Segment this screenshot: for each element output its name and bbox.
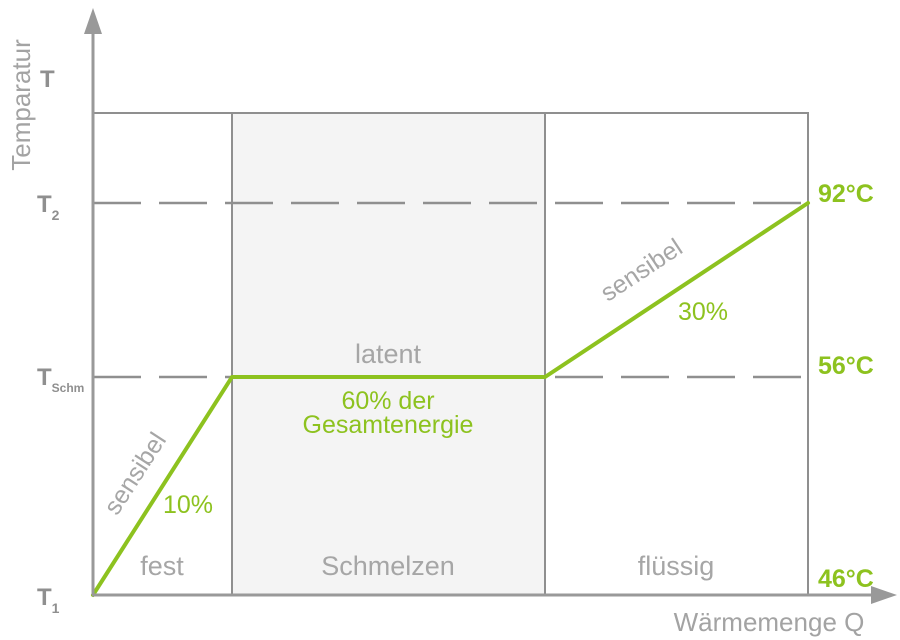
x-axis-arrow-icon — [871, 586, 897, 604]
region-label-fest: fest — [140, 551, 184, 581]
tick-t2-sub: 2 — [52, 207, 60, 223]
temp-label-92: 92°C — [818, 180, 874, 208]
y-axis-title: Temparatur — [6, 39, 36, 171]
tick-t2-main: T — [37, 191, 52, 218]
tick-tschm-sub: Schm — [52, 381, 85, 395]
sensibel-label-1: sensibel — [99, 428, 172, 520]
latent-label: latent — [355, 339, 422, 369]
tick-t-main: T — [40, 66, 55, 93]
share-label-10: 10% — [163, 491, 213, 519]
temp-label-56: 56°C — [818, 352, 874, 380]
share-label-60-line1: 60% der — [341, 387, 434, 415]
temp-label-46: 46°C — [818, 565, 874, 593]
sensibel-label-2: sensibel — [596, 233, 688, 307]
tick-t1-main: T — [37, 584, 52, 611]
tick-t1-sub: 1 — [52, 600, 60, 616]
tick-t2: T2 — [37, 191, 60, 223]
share-label-60-line2: Gesamtenergie — [303, 411, 474, 439]
share-label-30: 30% — [678, 298, 728, 326]
region-label-schmelzen: Schmelzen — [321, 551, 455, 581]
x-axis-title: Wärmemenge Q — [674, 607, 865, 637]
tick-t1: T1 — [37, 584, 60, 616]
region-label-fluessig: flüssig — [638, 551, 715, 581]
tick-tschm: TSchm — [37, 364, 84, 395]
melting-band — [232, 113, 545, 595]
heating-curve-line — [91, 201, 810, 597]
y-axis-arrow-icon — [84, 8, 102, 34]
tick-tschm-main: T — [37, 364, 52, 391]
tick-t: T — [40, 66, 55, 93]
